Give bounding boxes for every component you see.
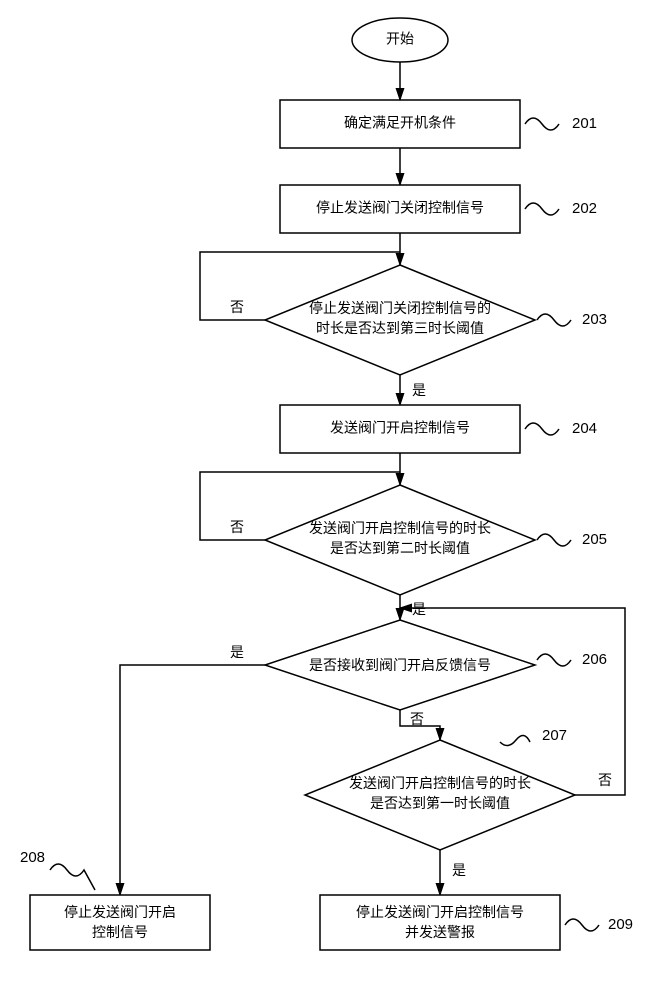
yes-203: 是 [412, 382, 426, 398]
decision-207-num: 207 [542, 727, 567, 744]
decision-206-num: 206 [582, 651, 607, 668]
decision-205: 发送阀门开启控制信号的时长 是否达到第二时长阈值 205 [265, 485, 607, 595]
yes-205: 是 [412, 601, 426, 617]
start-node: 开始 [352, 18, 448, 62]
step-201-num: 201 [572, 115, 597, 132]
step-209-tilde [565, 919, 599, 931]
step-208-num: 208 [20, 849, 45, 866]
decision-206: 是否接收到阀门开启反馈信号 206 [265, 620, 607, 710]
decision-206-tilde [537, 654, 571, 666]
no-206: 否 [410, 711, 424, 727]
step-208: 停止发送阀门开启 控制信号 208 [20, 849, 210, 950]
step-204: 发送阀门开启控制信号 204 [280, 405, 597, 453]
step-208-tilde [50, 864, 95, 890]
step-202-label: 停止发送阀门关闭控制信号 [316, 200, 484, 216]
step-202-num: 202 [572, 200, 597, 217]
step-201-tilde [525, 118, 559, 130]
step-201: 确定满足开机条件 201 [280, 100, 597, 148]
decision-207-tilde [500, 735, 530, 745]
decision-205-line2: 是否达到第二时长阈值 [330, 540, 470, 556]
step-209: 停止发送阀门开启控制信号 并发送警报 209 [320, 895, 633, 950]
step-204-num: 204 [572, 420, 597, 437]
decision-206-yes-label: 是 [230, 644, 244, 660]
step-209-line1: 停止发送阀门开启控制信号 [356, 904, 524, 920]
decision-207-line2: 是否达到第一时长阈值 [370, 795, 510, 811]
decision-203-line2: 时长是否达到第三时长阈值 [316, 320, 484, 336]
decision-203-num: 203 [582, 311, 607, 328]
step-202-tilde [525, 203, 559, 215]
decision-207: 发送阀门开启控制信号的时长 是否达到第一时长阈值 207 [305, 727, 575, 850]
flowchart-svg: 开始 确定满足开机条件 201 停止发送阀门关闭控制信号 202 停止发送阀门关… [0, 0, 667, 1000]
decision-207-line1: 发送阀门开启控制信号的时长 [349, 775, 531, 791]
decision-203-tilde [537, 314, 571, 326]
step-209-num: 209 [608, 916, 633, 933]
decision-203-line1: 停止发送阀门关闭控制信号的 [309, 300, 491, 316]
decision-206-label: 是否接收到阀门开启反馈信号 [309, 657, 491, 673]
decision-205-line1: 发送阀门开启控制信号的时长 [309, 520, 491, 536]
decision-205-no-label: 否 [230, 519, 244, 535]
decision-205-num: 205 [582, 531, 607, 548]
decision-207-no-label: 否 [598, 772, 612, 788]
step-201-label: 确定满足开机条件 [344, 115, 456, 131]
decision-203-no-label: 否 [230, 299, 244, 315]
start-label: 开始 [386, 31, 414, 47]
decision-205-tilde [537, 534, 571, 546]
step-204-label: 发送阀门开启控制信号 [330, 420, 470, 436]
step-208-line2: 控制信号 [92, 924, 148, 940]
edge-206-yes [120, 665, 265, 895]
step-202: 停止发送阀门关闭控制信号 202 [280, 185, 597, 233]
decision-203: 停止发送阀门关闭控制信号的 时长是否达到第三时长阈值 203 [265, 265, 607, 375]
step-208-line1: 停止发送阀门开启 [64, 904, 176, 920]
step-204-tilde [525, 423, 559, 435]
step-209-line2: 并发送警报 [405, 924, 475, 940]
yes-207: 是 [452, 862, 466, 878]
